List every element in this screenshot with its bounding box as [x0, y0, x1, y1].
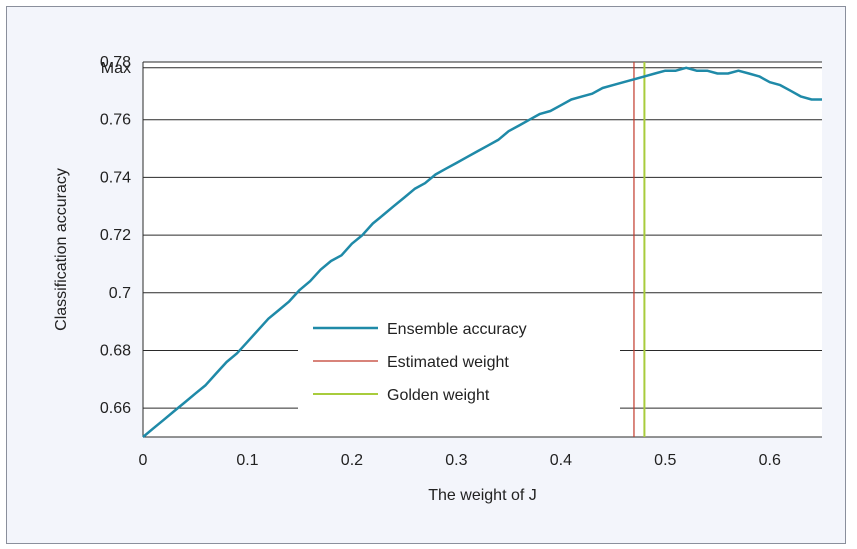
legend-label: Estimated weight [387, 354, 509, 371]
series-line-ensemble-accuracy [142, 66, 822, 438]
y-tick-label: 0.66 [100, 400, 131, 417]
y-tick-label: 0.76 [100, 112, 131, 129]
legend-label: Golden weight [387, 387, 490, 404]
x-axis-title: The weight of J [428, 487, 537, 504]
axes-layer [142, 62, 822, 438]
x-tick-label: 0.4 [550, 452, 572, 469]
x-tick-label: 0 [139, 452, 148, 469]
y-tick-label: Max [101, 60, 131, 77]
y-tick-label: 0.78 [100, 54, 131, 71]
y-tick-label: 0.7 [109, 285, 131, 302]
legend: Ensemble accuracy Estimated weight Golden … [298, 308, 620, 412]
y-tick-label: 0.74 [100, 169, 131, 186]
series-layer [142, 66, 822, 438]
x-tick-label: 0.2 [341, 452, 363, 469]
y-tick-label: 0.68 [100, 342, 131, 359]
x-tick-label: 0.6 [759, 452, 781, 469]
y-axis-title: Classification accuracy [53, 168, 70, 331]
vline-layer [633, 62, 646, 437]
x-tick-label: 0.5 [654, 452, 676, 469]
y-tick-label: 0.72 [100, 227, 131, 244]
x-tick-label: 0.3 [445, 452, 467, 469]
x-tick-label: 0.1 [236, 452, 258, 469]
legend-label: Ensemble accuracy [387, 321, 527, 338]
